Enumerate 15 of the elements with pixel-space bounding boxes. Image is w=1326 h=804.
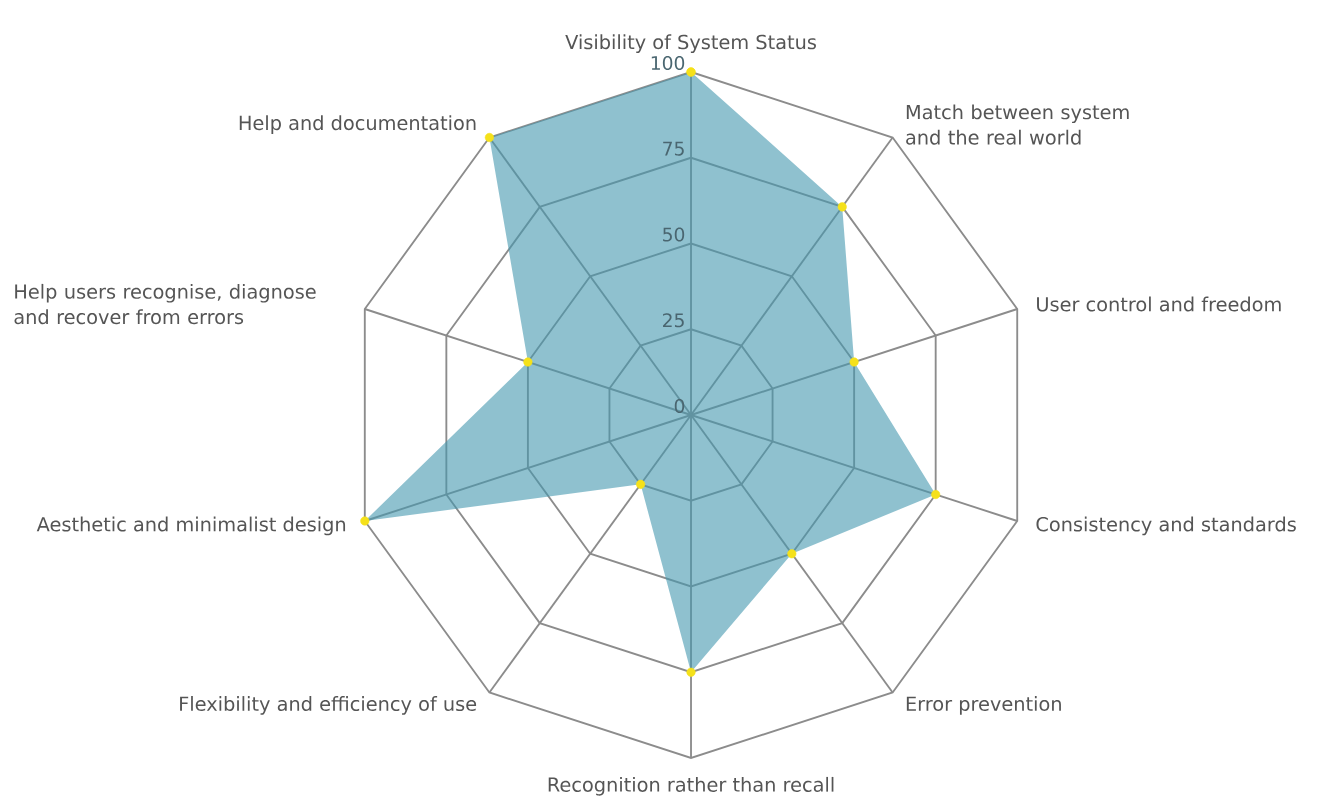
- spoke-label: Consistency and standards: [1036, 516, 1296, 536]
- spoke-label: Visibility of System Status: [565, 34, 816, 54]
- spoke-label: Aesthetic and minimalist design: [36, 516, 346, 536]
- y-tick-label: 50: [663, 227, 685, 242]
- spoke-label: User control and freedom: [1037, 296, 1281, 312]
- spoke-label: Recognition rather than recall: [548, 776, 834, 796]
- y-tick-label: 0: [674, 398, 685, 414]
- spoke-label: Help and documentation: [239, 115, 476, 134]
- spoke-label: Error prevention: [906, 696, 1061, 715]
- y-tick-label: 100: [651, 55, 685, 71]
- spoke-label: Flexibility and efficiency of use: [180, 696, 477, 715]
- spoke-label: Help users recognise, diagnose and recover from errors: [14, 283, 316, 325]
- y-tick-label: 25: [663, 313, 684, 328]
- spoke-label: Match between system and the real world: [906, 104, 1129, 145]
- y-tick-label: 75: [663, 141, 684, 156]
